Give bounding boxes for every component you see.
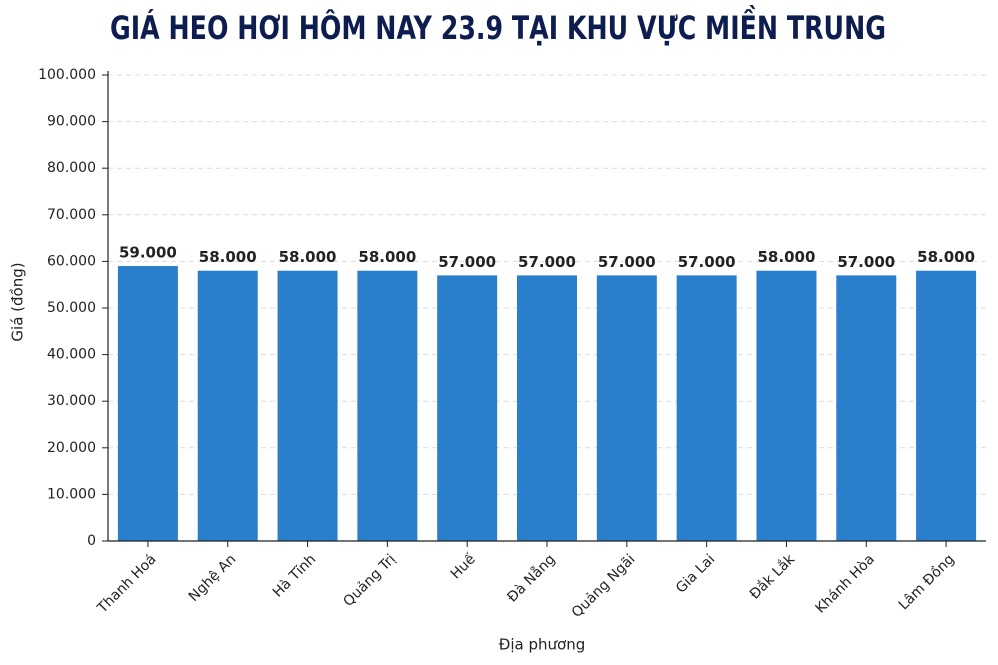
bar — [357, 270, 418, 541]
y-tick-label: 10.000 — [47, 486, 96, 502]
x-tick-label: Đắk Lắk — [746, 550, 799, 603]
value-label: 59.000 — [119, 244, 177, 262]
bar — [836, 275, 897, 541]
y-tick-label: 90.000 — [47, 114, 96, 130]
bar — [197, 270, 258, 541]
x-tick-label: Đà Nẵng — [504, 551, 559, 606]
value-label: 57.000 — [837, 253, 895, 271]
value-label: 58.000 — [199, 248, 257, 266]
value-label: 58.000 — [758, 248, 816, 266]
value-label: 58.000 — [279, 248, 337, 266]
x-tick-label: Hà Tĩnh — [270, 551, 319, 600]
x-tick-label: Nghệ An — [186, 551, 240, 605]
x-tick-label: Lâm Đồng — [895, 551, 958, 614]
y-tick-label: 50.000 — [47, 300, 96, 316]
bar — [437, 275, 498, 541]
y-tick-label: 30.000 — [47, 393, 96, 409]
y-tick-label: 40.000 — [47, 347, 96, 363]
chart-title: GIÁ HEO HƠI HÔM NAY 23.9 TẠI KHU VỰC MIỀ… — [110, 5, 886, 47]
value-label: 57.000 — [438, 253, 496, 271]
x-tick-label: Quảng Trị — [340, 551, 399, 610]
y-tick-label: 60.000 — [47, 253, 96, 269]
x-tick-label: Thanh Hoá — [94, 551, 160, 617]
x-axis-title: Địa phương — [499, 636, 586, 654]
y-tick-label: 100.000 — [38, 67, 96, 83]
y-axis-title: Giá (đồng) — [9, 262, 27, 341]
y-tick-label: 80.000 — [47, 160, 96, 176]
value-label: 57.000 — [598, 253, 656, 271]
bar — [117, 266, 178, 541]
bar — [756, 270, 817, 541]
value-label: 58.000 — [917, 248, 975, 266]
bar — [517, 275, 577, 541]
value-label: 57.000 — [518, 253, 576, 271]
x-tick-label: Gia Lai — [673, 551, 718, 596]
bar — [277, 270, 338, 541]
x-tick-label: Khánh Hòa — [813, 551, 878, 616]
y-tick-label: 0 — [87, 533, 96, 549]
bar — [916, 270, 977, 541]
x-tick-label: Quảng Ngãi — [569, 551, 639, 621]
bar — [596, 275, 657, 541]
y-tick-label: 20.000 — [47, 440, 96, 456]
value-label: 58.000 — [358, 248, 416, 266]
value-label: 57.000 — [678, 253, 736, 271]
bar — [676, 275, 737, 541]
y-tick-label: 70.000 — [47, 207, 96, 223]
x-tick-label: Huế — [447, 550, 479, 582]
